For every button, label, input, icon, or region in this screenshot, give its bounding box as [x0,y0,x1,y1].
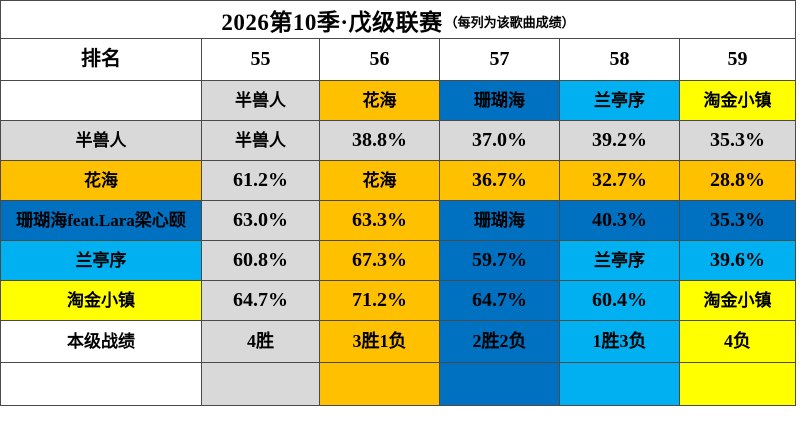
matrix-percent-cell: 63.0% [202,201,320,241]
matrix-percent-cell: 63.3% [320,201,440,241]
matrix-percent-cell: 60.4% [560,281,680,321]
row-label-cell: 珊瑚海feat.Lara梁心颐 [1,201,202,241]
rank-header-row: 排名 55 56 57 58 59 [1,39,795,81]
corner-empty-cell [1,81,202,121]
matrix-percent-cell: 36.7% [440,161,560,201]
footer-color-cell [560,363,680,406]
footer-color-cell [202,363,320,406]
row-label-cell: 花海 [1,161,202,201]
footer-color-cell [320,363,440,406]
record-cell: 4胜 [202,321,320,363]
matrix-row: 半兽人 半兽人 38.8% 37.0% 39.2% 35.3% [1,121,795,161]
column-id-cell: 57 [440,39,560,81]
matrix-row: 淘金小镇 64.7% 71.2% 64.7% 60.4% 淘金小镇 [1,281,795,321]
matrix-percent-cell: 60.8% [202,241,320,281]
matrix-percent-cell: 32.7% [560,161,680,201]
matrix-row: 花海 61.2% 花海 36.7% 32.7% 28.8% [1,161,795,201]
song-header-cell: 淘金小镇 [680,81,795,121]
column-id-cell: 55 [202,39,320,81]
matrix-percent-cell: 35.3% [680,121,795,161]
matrix-percent-cell: 64.7% [202,281,320,321]
matrix-percent-cell: 71.2% [320,281,440,321]
record-cell: 3胜1负 [320,321,440,363]
matrix-percent-cell: 59.7% [440,241,560,281]
record-cell: 1胜3负 [560,321,680,363]
diagonal-song-cell: 淘金小镇 [680,281,795,321]
column-id-cell: 58 [560,39,680,81]
row-label-cell: 兰亭序 [1,241,202,281]
matrix-row: 兰亭序 60.8% 67.3% 59.7% 兰亭序 39.6% [1,241,795,281]
record-cell: 2胜2负 [440,321,560,363]
footer-label-cell [1,363,202,406]
diagonal-song-cell: 珊瑚海 [440,201,560,241]
song-header-cell: 珊瑚海 [440,81,560,121]
rank-label-cell: 排名 [1,39,202,81]
matrix-row: 珊瑚海feat.Lara梁心颐 63.0% 63.3% 珊瑚海 40.3% 35.3% [1,201,795,241]
row-label-cell: 淘金小镇 [1,281,202,321]
matrix-percent-cell: 67.3% [320,241,440,281]
page-title: 2026第10季·戊级联赛 [221,9,443,35]
matrix-percent-cell: 28.8% [680,161,795,201]
matrix-percent-cell: 64.7% [440,281,560,321]
diagonal-song-cell: 半兽人 [202,121,320,161]
record-row: 本级战绩 4胜 3胜1负 2胜2负 1胜3负 4负 [1,321,795,363]
matrix-percent-cell: 40.3% [560,201,680,241]
title-subtitle: （每列为该歌曲成绩） [444,15,575,30]
matrix-percent-cell: 39.6% [680,241,795,281]
song-header-row: 半兽人 花海 珊瑚海 兰亭序 淘金小镇 [1,81,795,121]
footer-color-cell [440,363,560,406]
column-id-cell: 56 [320,39,440,81]
league-table: 2026第10季·戊级联赛 （每列为该歌曲成绩） 排名 55 56 57 58 59 半兽人… [0,0,796,406]
footer-row [1,363,795,406]
matrix-percent-cell: 35.3% [680,201,795,241]
song-header-cell: 半兽人 [202,81,320,121]
diagonal-song-cell: 花海 [320,161,440,201]
results-grid: 排名 55 56 57 58 59 半兽人 花海 珊瑚海 兰亭序 淘金小镇 半兽人 半兽人 38.8% 37… [1,39,795,406]
footer-color-cell [680,363,795,406]
title-bar: 2026第10季·戊级联赛 （每列为该歌曲成绩） [1,1,795,39]
column-id-cell: 59 [680,39,795,81]
song-header-cell: 兰亭序 [560,81,680,121]
record-label-cell: 本级战绩 [1,321,202,363]
song-header-cell: 花海 [320,81,440,121]
row-label-cell: 半兽人 [1,121,202,161]
matrix-percent-cell: 37.0% [440,121,560,161]
diagonal-song-cell: 兰亭序 [560,241,680,281]
record-cell: 4负 [680,321,795,363]
matrix-percent-cell: 61.2% [202,161,320,201]
matrix-percent-cell: 38.8% [320,121,440,161]
matrix-percent-cell: 39.2% [560,121,680,161]
